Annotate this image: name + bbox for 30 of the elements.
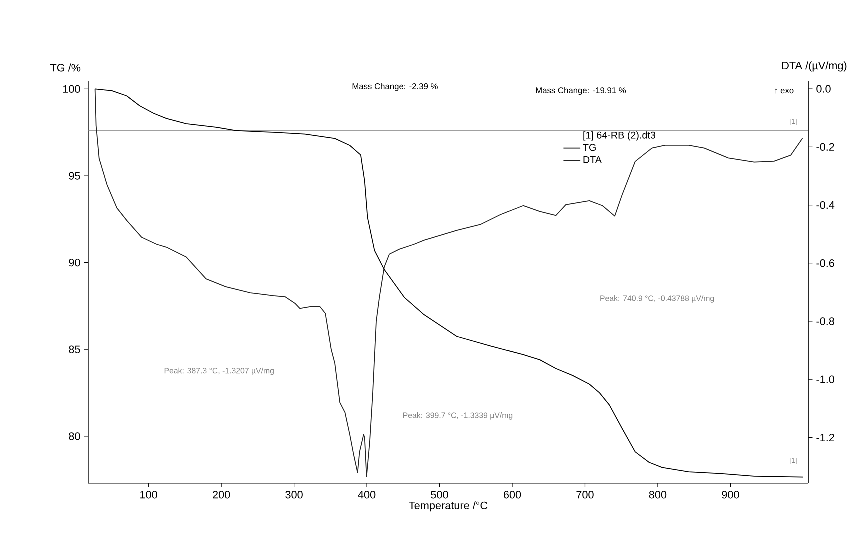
y-tick-label: 85 xyxy=(69,346,80,354)
y2-tick-label: 0.0 xyxy=(816,85,831,93)
x-tick-label: 600 xyxy=(504,491,522,499)
y-tick-label: 100 xyxy=(63,85,80,94)
annotation: Mass Change: -19.91 % xyxy=(536,87,626,96)
x-tick-label: 700 xyxy=(576,491,594,499)
y-tick-label: 90 xyxy=(69,259,80,267)
annotation: Mass Change: -2.39 % xyxy=(352,83,438,92)
y2-tick-label: -1.0 xyxy=(816,376,834,384)
y-tick-label: 95 xyxy=(69,172,80,180)
x-tick-label: 400 xyxy=(358,491,376,499)
x-tick-label: 200 xyxy=(213,491,230,499)
x-tick-label: 900 xyxy=(722,491,740,499)
x-tick-label: 800 xyxy=(649,491,667,499)
legend-title: [1] 64-RB (2).dt3 xyxy=(584,132,656,141)
x-tick-label: 500 xyxy=(431,491,448,499)
y2-tick-label: -0.4 xyxy=(816,202,835,210)
y2-tick-label: -1.2 xyxy=(816,434,834,442)
legend-label: DTA xyxy=(584,156,602,164)
y-tick-label: 80 xyxy=(69,432,80,440)
y2-tick-label: -0.6 xyxy=(816,260,834,268)
x-tick-label: 100 xyxy=(140,491,158,499)
legend-label: TG xyxy=(583,144,596,152)
x-axis-title: Temperature /°C xyxy=(409,502,488,512)
y-axis-title: TG /% xyxy=(50,64,81,72)
y2-tick-label: -0.8 xyxy=(816,318,834,326)
y2-tick-label: -0.2 xyxy=(816,143,834,152)
annotation: ↑ exo xyxy=(775,88,794,94)
x-tick-label: 300 xyxy=(286,491,303,499)
y2-axis-title: DTA /(µV/mg) xyxy=(782,62,847,72)
